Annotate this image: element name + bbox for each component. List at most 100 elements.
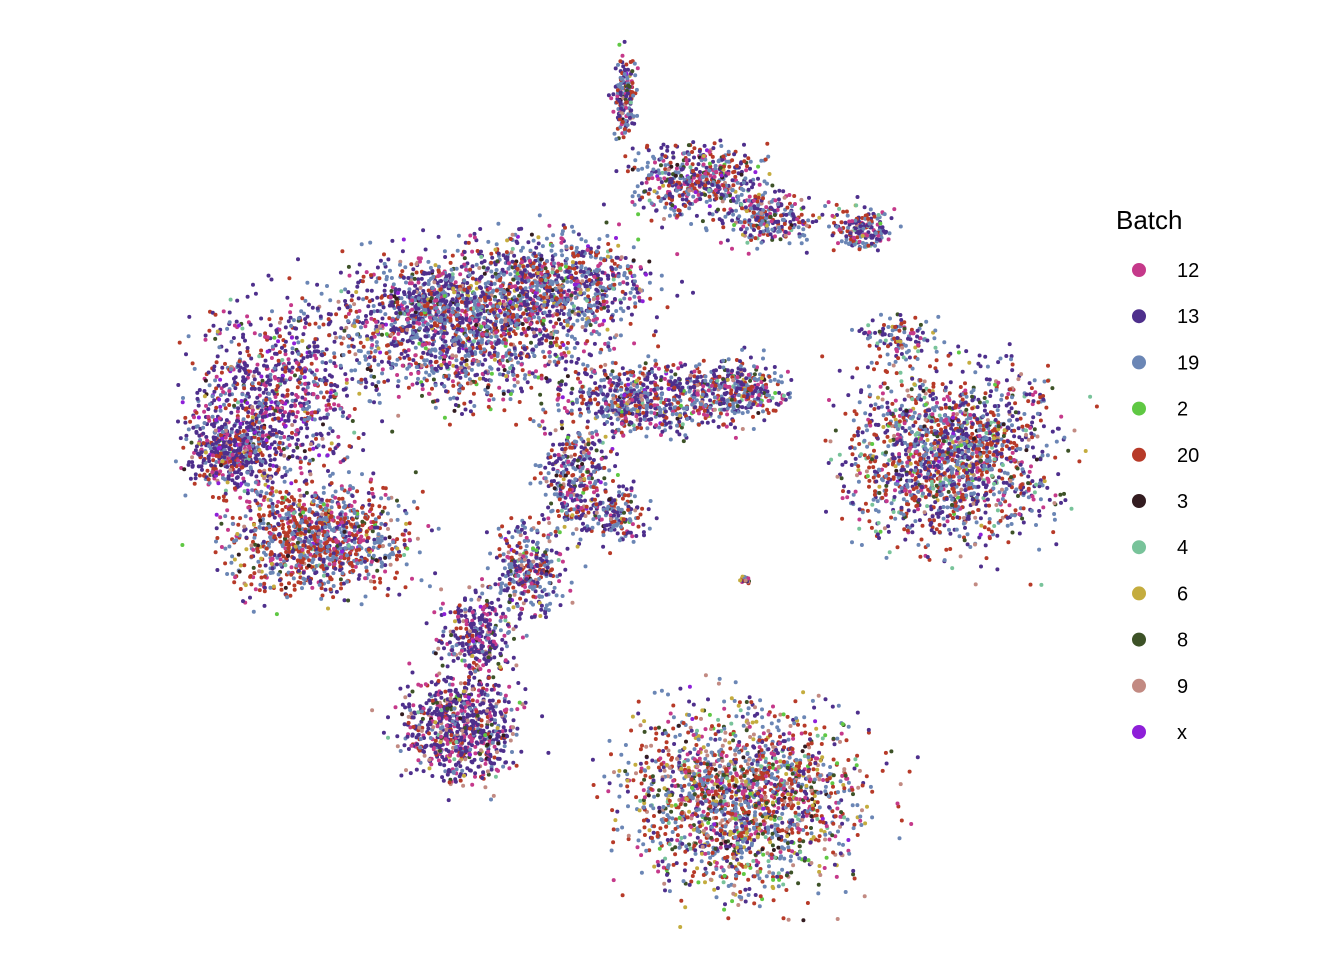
point-batch-20 [477, 344, 482, 349]
point-batch-20 [312, 536, 317, 541]
point-batch-12 [487, 398, 492, 403]
point-batch-13 [455, 327, 460, 332]
point-batch-20 [648, 296, 653, 301]
point-batch-9 [478, 298, 483, 303]
point-batch-20 [530, 281, 535, 286]
point-batch-20 [353, 552, 358, 557]
point-batch-13 [472, 231, 477, 236]
point-batch-13 [503, 295, 508, 300]
point-batch-12 [289, 565, 294, 570]
point-batch-8 [412, 276, 417, 281]
point-batch-19 [308, 458, 313, 463]
point-batch-8 [273, 408, 278, 413]
point-batch-13 [342, 598, 347, 603]
point-batch-12 [223, 435, 228, 440]
point-batch-19 [325, 284, 329, 288]
point-batch-19 [653, 358, 658, 363]
point-batch-9 [418, 285, 423, 290]
point-batch-12 [592, 274, 597, 279]
point-batch-20 [528, 417, 533, 422]
point-batch-19 [560, 253, 565, 258]
point-batch-19 [539, 284, 544, 289]
point-batch-8 [602, 305, 607, 310]
point-batch-19 [230, 571, 235, 576]
point-batch-12 [418, 259, 422, 264]
point-batch-19 [341, 500, 346, 505]
point-batch-19 [659, 287, 664, 292]
point-batch-13 [528, 297, 533, 301]
point-batch-19 [382, 261, 387, 266]
point-batch-20 [257, 469, 262, 474]
point-batch-13 [219, 424, 224, 429]
point-batch-19 [454, 313, 459, 318]
point-batch-20 [652, 333, 656, 338]
point-batch-13 [308, 578, 312, 583]
point-batch-20 [382, 505, 387, 510]
point-batch-20 [276, 416, 281, 421]
point-batch-13 [470, 270, 475, 275]
point-batch-20 [409, 262, 414, 267]
point-batch-12 [369, 316, 374, 321]
point-batch-13 [486, 295, 491, 300]
point-batch-19 [424, 370, 429, 375]
point-batch-19 [476, 362, 481, 367]
point-batch-12 [527, 258, 532, 263]
point-batch-19 [403, 265, 408, 270]
point-batch-3 [236, 552, 241, 557]
point-batch-13 [236, 406, 241, 411]
point-batch-12 [247, 445, 252, 450]
point-batch-20 [385, 593, 390, 598]
point-batch-20 [468, 267, 473, 272]
point-batch-13 [519, 226, 524, 231]
point-batch-13 [355, 284, 360, 289]
point-batch-13 [239, 472, 244, 476]
point-batch-4 [508, 366, 513, 371]
point-batch-2 [301, 510, 306, 515]
point-batch-20 [671, 363, 676, 367]
point-batch-12 [575, 279, 580, 284]
point-batch-9 [559, 305, 564, 310]
point-batch-20 [280, 508, 285, 512]
point-batch-13 [417, 316, 422, 321]
point-batch-19 [389, 322, 394, 327]
point-batch-9 [452, 342, 457, 347]
point-batch-12 [273, 376, 278, 381]
point-batch-19 [278, 435, 283, 440]
point-batch-13 [519, 270, 523, 275]
point-batch-13 [276, 522, 281, 527]
point-batch-13 [267, 453, 272, 458]
point-batch-9 [268, 476, 273, 481]
point-batch-13 [371, 471, 376, 476]
point-batch-12 [420, 387, 425, 392]
point-batch-13 [515, 241, 520, 245]
point-batch-13 [392, 343, 397, 348]
point-batch-12 [329, 510, 334, 515]
point-batch-19 [458, 383, 463, 388]
point-batch-20 [221, 494, 226, 499]
point-batch-12 [370, 343, 375, 348]
point-batch-19 [311, 433, 316, 438]
point-batch-20 [475, 249, 480, 253]
point-batch-13 [253, 291, 258, 296]
point-batch-13 [485, 304, 489, 308]
point-batch-19 [355, 332, 360, 337]
point-batch-20 [206, 477, 211, 482]
point-batch-19 [580, 317, 585, 322]
point-batch-19 [433, 405, 438, 410]
point-batch-19 [442, 321, 447, 326]
point-batch-19 [183, 493, 188, 498]
point-batch-20 [572, 254, 577, 259]
point-batch-19 [631, 245, 636, 250]
point-batch-19 [421, 294, 426, 299]
point-batch-13 [215, 354, 220, 359]
point-batch-8 [372, 374, 377, 379]
point-batch-19 [282, 479, 287, 484]
point-batch-12 [314, 356, 319, 361]
point-batch-9 [334, 335, 339, 340]
point-batch-13 [287, 412, 292, 417]
point-batch-19 [577, 284, 582, 288]
point-batch-19 [583, 239, 588, 244]
point-batch-13 [366, 491, 371, 495]
point-batch-12 [498, 284, 503, 289]
point-batch-19 [467, 273, 472, 278]
